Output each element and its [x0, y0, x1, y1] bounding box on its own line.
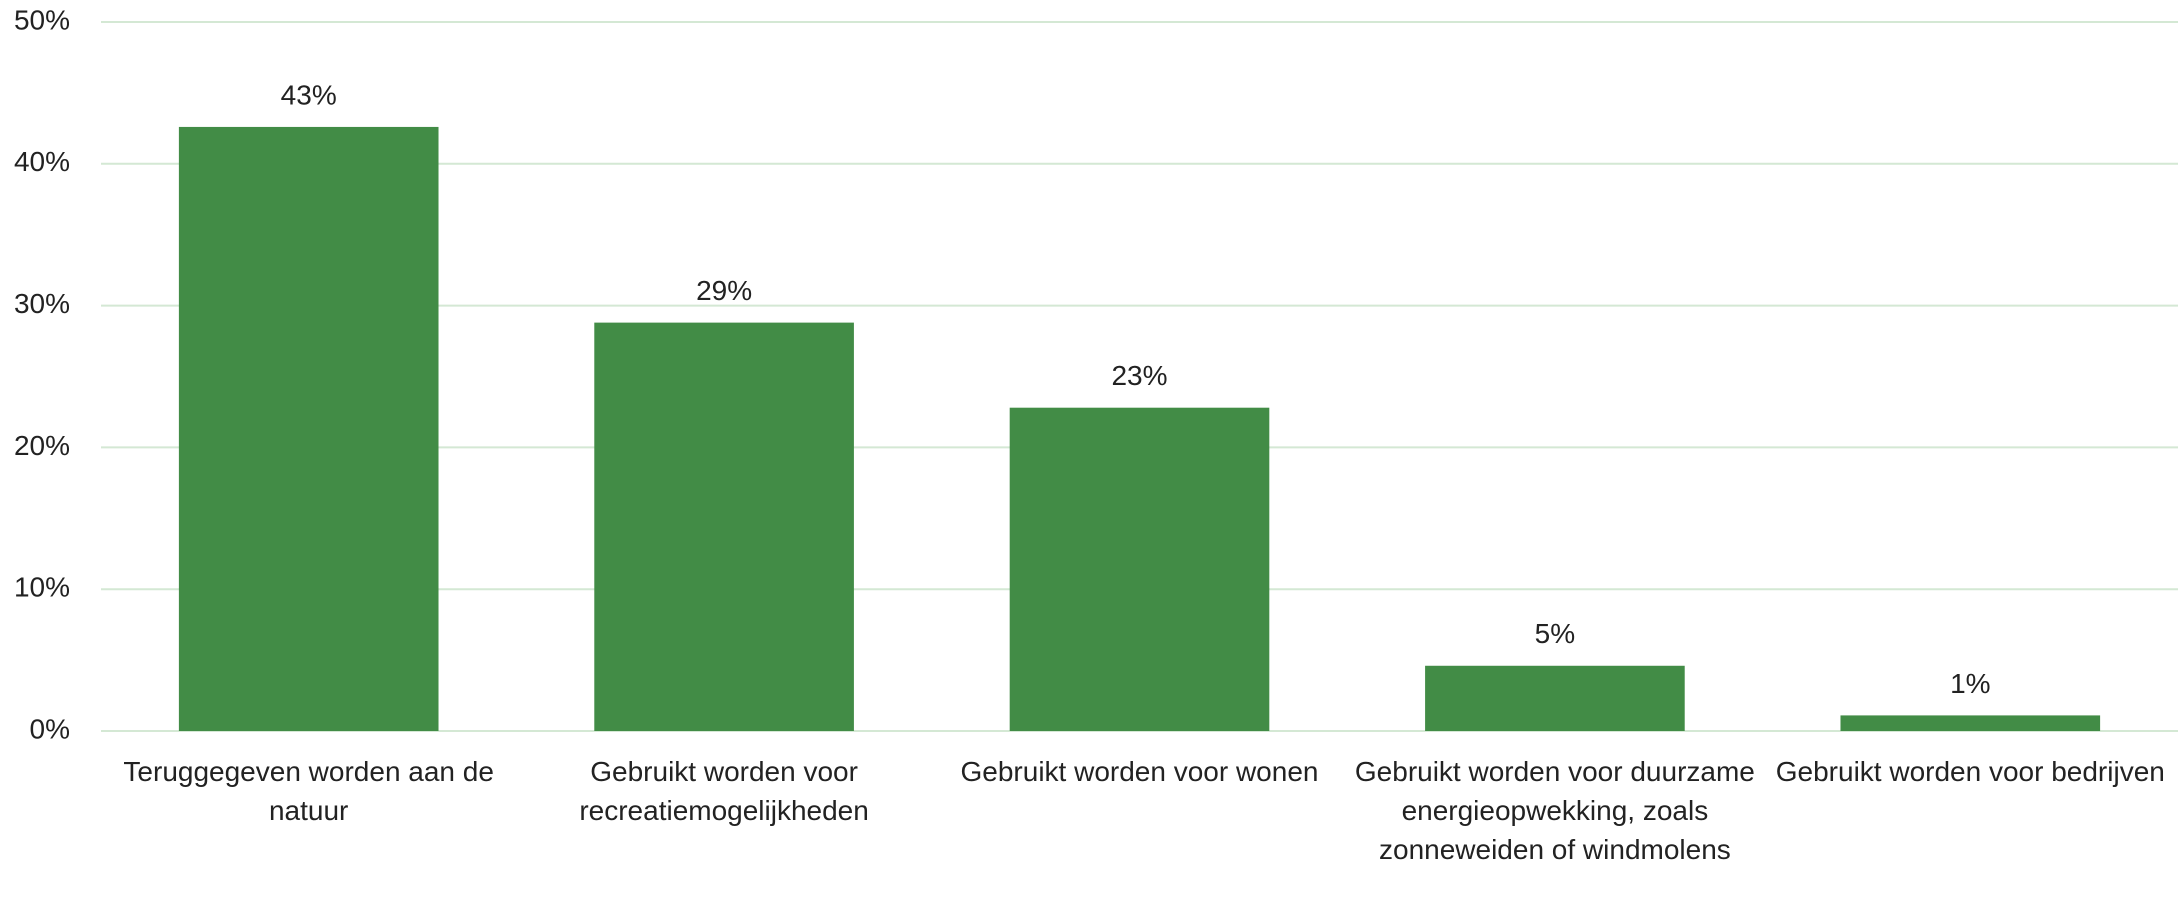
data-label: 1% — [1950, 668, 1990, 699]
data-label: 29% — [696, 275, 752, 306]
data-label: 23% — [1111, 360, 1167, 391]
data-label: 43% — [281, 79, 337, 110]
data-label: 5% — [1535, 618, 1575, 649]
x-tick-label: Gebruikt worden voor recreatiemogelijkhe… — [579, 756, 869, 826]
bar — [594, 322, 854, 731]
y-tick-label: 50% — [14, 4, 70, 35]
y-tick-label: 10% — [14, 572, 70, 603]
x-tick-label: Teruggegeven worden aan de natuur — [123, 756, 494, 826]
bar — [178, 126, 439, 731]
x-tick-label: Gebruikt worden voor bedrijven — [1775, 756, 2165, 787]
bar — [1425, 665, 1685, 731]
y-tick-label: 40% — [14, 146, 70, 177]
y-tick-label: 20% — [14, 430, 70, 461]
bar — [1840, 715, 2101, 731]
x-tick-label: Gebruikt worden voor wonen — [960, 756, 1319, 787]
y-tick-label: 30% — [14, 288, 70, 319]
bar — [1009, 407, 1270, 731]
y-tick-label: 0% — [30, 713, 70, 744]
x-tick-label: Gebruikt worden voor duurzame energieopw… — [1354, 756, 1755, 865]
